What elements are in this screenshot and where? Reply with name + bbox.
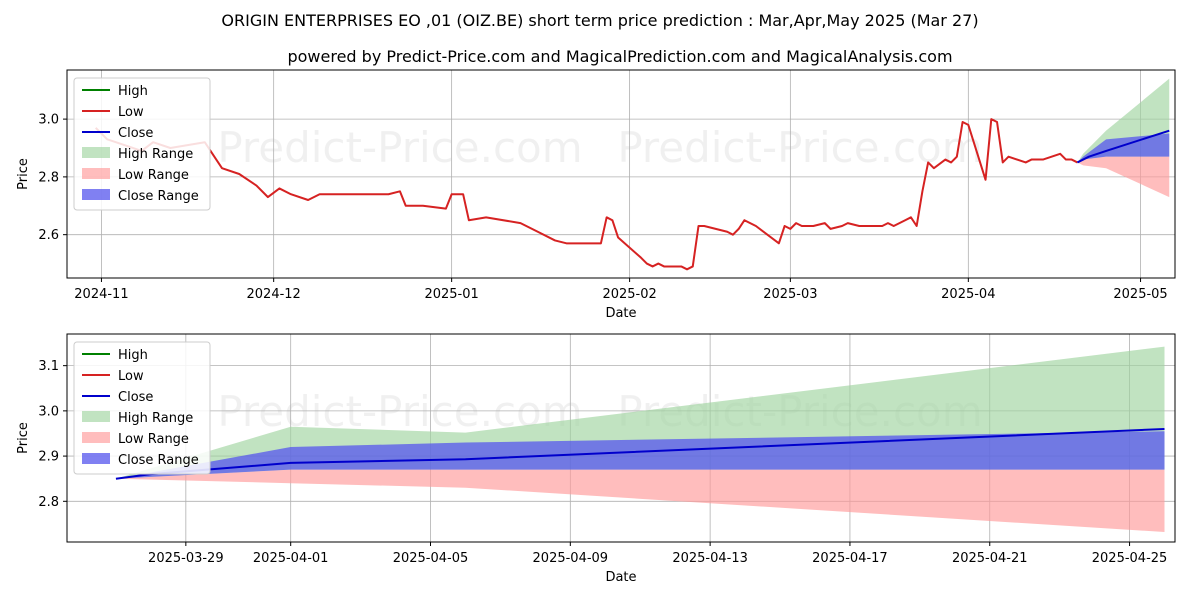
- close-range-band: [1077, 133, 1170, 163]
- x-axis-label: Date: [605, 570, 636, 585]
- low-range-band: [1077, 156, 1170, 198]
- y-tick-label: 3.0: [38, 404, 59, 419]
- x-tick-label: 2025-04-09: [533, 551, 609, 566]
- legend-key-close-range: [82, 453, 110, 464]
- x-tick-label: 2025-04-17: [812, 551, 888, 566]
- x-tick-label: 2025-05: [1113, 287, 1167, 302]
- x-tick-label: 2025-04-01: [253, 551, 329, 566]
- legend-label: High: [118, 348, 148, 363]
- close-range-band: [115, 431, 1165, 479]
- legend-key-high-range: [82, 411, 110, 422]
- legend-key-low-range: [82, 168, 110, 179]
- series-close-line: [1076, 129, 1170, 164]
- y-tick-label: 2.6: [38, 228, 59, 243]
- y-axis-label: Price: [16, 158, 31, 190]
- legend-label: Close: [118, 126, 153, 141]
- y-tick-label: 2.8: [38, 495, 59, 510]
- legend-label: Low: [118, 369, 144, 384]
- y-axis-label: Price: [16, 422, 31, 454]
- y-tick-label: 3.1: [38, 359, 59, 374]
- legend-label: Low: [118, 105, 144, 120]
- x-tick-label: 2025-04-25: [1092, 551, 1168, 566]
- x-tick-label: 2024-11: [74, 287, 128, 302]
- legend-label: Close: [118, 390, 153, 405]
- legend-label: Low Range: [118, 432, 189, 447]
- legend-label: Close Range: [118, 189, 199, 204]
- low-range-band: [115, 469, 1165, 533]
- x-tick-label: 2025-02: [602, 287, 656, 302]
- watermark: Predict-Price.com: [617, 123, 982, 172]
- chart-subtitle: powered by Predict-Price.com and Magical…: [287, 47, 952, 66]
- legend-key-low-range: [82, 432, 110, 443]
- x-tick-label: 2025-04-05: [393, 551, 469, 566]
- chart-title: ORIGIN ENTERPRISES EO ,01 (OIZ.BE) short…: [221, 11, 978, 30]
- y-tick-label: 2.8: [38, 170, 59, 185]
- watermark: Predict-Price.com: [217, 123, 582, 172]
- plot-frame: [66, 69, 1176, 279]
- x-tick-label: 2024-12: [247, 287, 301, 302]
- x-tick-label: 2025-01: [424, 287, 478, 302]
- bottom-panel: Predict-Price.comPredict-Price.com2025-0…: [16, 333, 1176, 585]
- legend-label: High Range: [118, 147, 193, 162]
- x-axis-label: Date: [605, 306, 636, 321]
- x-tick-label: 2025-03: [763, 287, 817, 302]
- legend-key-high-range: [82, 147, 110, 158]
- legend-label: Close Range: [118, 453, 199, 468]
- legend-label: Low Range: [118, 168, 189, 183]
- series-low-line: [94, 118, 1078, 271]
- x-tick-label: 2025-03-29: [148, 551, 224, 566]
- legend-key-close-range: [82, 189, 110, 200]
- y-tick-label: 3.0: [38, 113, 59, 128]
- y-tick-label: 2.9: [38, 450, 59, 465]
- x-tick-label: 2025-04-21: [952, 551, 1028, 566]
- legend-label: High: [118, 84, 148, 99]
- x-tick-label: 2025-04: [941, 287, 995, 302]
- series-close-line: [115, 427, 1165, 480]
- top-panel: Predict-Price.com Predict-Price.com 2024-1…: [16, 69, 1176, 321]
- x-tick-label: 2025-04-13: [672, 551, 748, 566]
- plot-frame: [66, 333, 1176, 543]
- legend-label: High Range: [118, 411, 193, 426]
